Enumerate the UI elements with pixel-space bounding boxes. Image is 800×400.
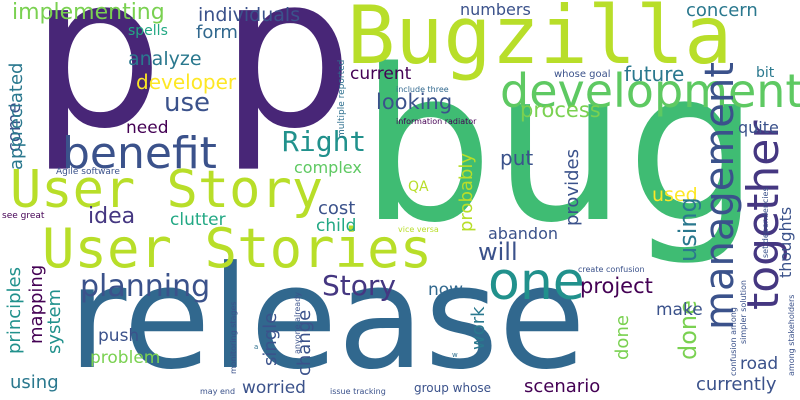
word-worried: worried <box>242 378 306 398</box>
word-benefit: benefit <box>62 128 217 179</box>
word-put: put <box>500 146 534 170</box>
word-bugzilla: Bugzilla <box>347 0 733 82</box>
word-process: process <box>520 98 601 122</box>
word-p-left: p <box>30 0 164 175</box>
word-p-right: p <box>220 0 354 175</box>
word-now: now <box>428 280 464 300</box>
word-create-confusion: create confusion <box>578 265 645 274</box>
word-see-great: see great <box>2 211 45 221</box>
word-vice-versa: vice versa <box>398 225 439 234</box>
word-thoughts: thoughts <box>776 206 795 278</box>
word-current: current <box>350 64 412 84</box>
word-among-stakeholders: among stakeholders <box>787 294 796 376</box>
word-road: road <box>740 354 779 374</box>
word-issue-tracking: issue tracking <box>330 387 386 396</box>
word-numbers: numbers <box>460 0 531 19</box>
word-appreciated: appreciated <box>6 62 27 170</box>
word-release: release <box>68 236 586 400</box>
word-bug: bug <box>360 24 760 269</box>
word-push: push <box>98 326 140 346</box>
word-developer: developer <box>136 70 237 94</box>
word-principles: principles <box>4 266 25 354</box>
word-may-end: may end <box>200 387 236 396</box>
word-user-stories: User Stories <box>42 217 433 280</box>
word-information-radiator: information radiator <box>396 117 477 126</box>
word-complex: complex <box>294 158 362 177</box>
word-tiny-w: w <box>452 351 458 359</box>
word-bit: bit <box>756 65 775 81</box>
word-tiny-a: a <box>254 343 259 351</box>
word-project: project <box>580 274 653 298</box>
word-done-lower: done <box>612 315 633 360</box>
word-work: work <box>468 306 489 350</box>
word-problem: problem <box>90 348 161 368</box>
word-anyone-already: anyone already <box>293 291 302 354</box>
word-individuals: individuals <box>198 4 301 26</box>
word-use: use <box>164 88 211 118</box>
word-development: development <box>500 64 800 118</box>
word-clutter: clutter <box>170 210 226 230</box>
word-idea: idea <box>88 204 136 229</box>
word-scenario: scenario <box>524 376 601 397</box>
word-currently: currently <box>696 374 777 395</box>
word-planning: planning <box>80 269 211 304</box>
word-concern: concern <box>686 0 758 21</box>
word-monitoring-stages: monitoring stages <box>229 301 238 374</box>
word-using-bottom: using <box>10 372 59 393</box>
word-child: child <box>316 216 357 236</box>
word-form: form <box>196 22 238 43</box>
word-include-three: include three <box>396 85 449 94</box>
word-one: one <box>488 252 585 312</box>
word-multiple-reported: multiple reported <box>337 59 347 138</box>
word-story: Story <box>322 269 396 302</box>
word-cost: cost <box>318 198 356 219</box>
word-need: need <box>126 118 169 138</box>
word-whose-goal: whose goal <box>554 69 611 80</box>
word-using-right: using <box>674 197 702 262</box>
word-system: system <box>44 288 65 354</box>
word-qa: QA <box>408 179 429 195</box>
word-make: make <box>656 300 703 320</box>
word-spells: spells <box>128 23 168 39</box>
word-will: will <box>478 238 518 266</box>
word-agile-software: Agile software <box>56 167 120 177</box>
word-quite: quite <box>738 118 779 137</box>
word-implementing: implementing <box>12 0 165 25</box>
word-provides: provides <box>562 149 583 226</box>
word-set-dependencies: set dependencies <box>761 187 770 258</box>
word-right: Right <box>282 125 367 158</box>
word-user-story: User Story <box>10 160 324 220</box>
word-management: management <box>697 62 743 330</box>
word-looking: looking <box>376 90 453 114</box>
word-group-whose: group whose <box>414 381 492 395</box>
word-probably: probably <box>456 153 477 232</box>
word-simpler-solution: simpler solution <box>739 280 748 344</box>
word-analyze: analyze <box>128 48 202 70</box>
word-single: single <box>260 312 281 366</box>
word-future: future <box>624 62 685 86</box>
word-abandon: abandon <box>488 224 558 243</box>
word-confusion-among: confusion among <box>729 307 738 376</box>
word-used: used <box>652 184 698 206</box>
